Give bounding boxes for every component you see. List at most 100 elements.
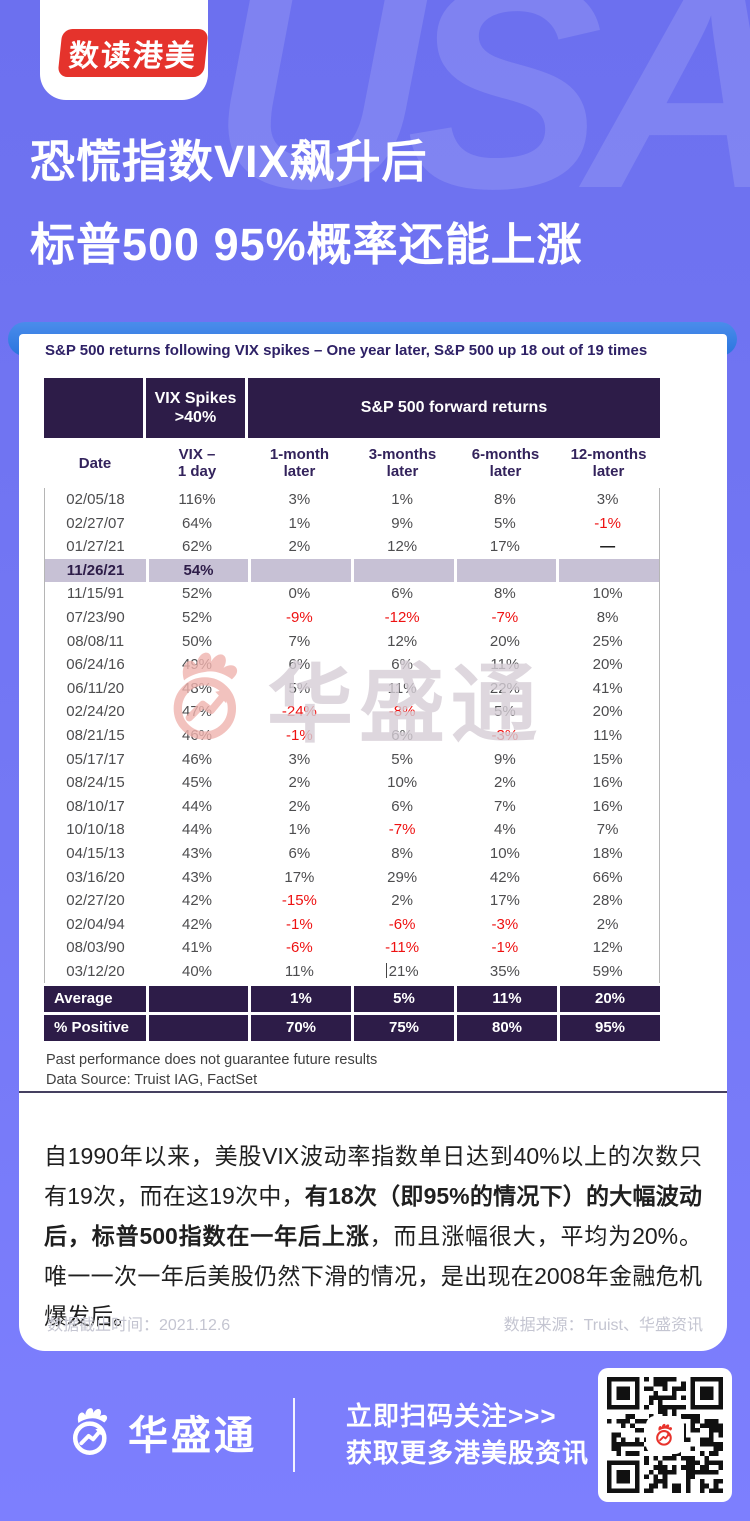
date-cell: 06/24/16 — [66, 656, 125, 674]
value-cell: 6% — [391, 656, 413, 674]
value-cell: 8% — [494, 491, 516, 508]
value-cell: 7% — [288, 632, 311, 650]
value-cell: 5% — [391, 750, 413, 768]
value-cell: 9% — [494, 750, 516, 768]
table-row: 10/10/18 44% 1% -7% 4% 7% — [45, 818, 659, 842]
analysis-text-bold: 有18次（即95%的情况下）的大幅波动后，标普500指数在一年后上涨 — [44, 1183, 702, 1249]
summary-label: % Positive — [54, 1019, 130, 1037]
value-cell: 44% — [181, 821, 213, 839]
value-cell: 2% — [596, 915, 619, 933]
data-source-label: 数据来源：Truist、华盛资讯 — [503, 1317, 703, 1334]
flame-qr-icon — [652, 1422, 678, 1448]
date-cell: 02/05/18 — [66, 491, 125, 508]
date-cell: 11/15/91 — [66, 585, 125, 603]
footer: 华盛通 立即扫码关注>>> 获取更多港美股资讯 — [0, 1351, 750, 1521]
value-cell: -3% — [491, 915, 519, 933]
value-cell: 12% — [387, 538, 418, 556]
analysis-text-tail: ，而且涨幅很大，平均为20%。唯一一次一年后美股仍然下滑的情况，是出现在2008… — [44, 1223, 703, 1329]
chart-title: S&P 500 returns following VIX spikes – O… — [45, 342, 648, 359]
value-cell: 8% — [494, 585, 516, 603]
value-cell: 43% — [181, 844, 213, 862]
qr-pattern — [607, 1377, 723, 1493]
summary-value: 5% — [351, 986, 454, 1013]
value-cell: 35% — [489, 962, 520, 980]
table-row: 05/17/17 46% 3% 5% 9% 15% — [45, 748, 659, 772]
data-cutoff-label: 数据截止时间：2021.12.6 — [47, 1317, 231, 1334]
value-cell: 41% — [181, 939, 213, 957]
summary-value: 75% — [351, 1015, 454, 1042]
value-cell: -15% — [281, 892, 317, 910]
value-cell: -8% — [388, 703, 416, 721]
date-cell: 08/10/17 — [66, 797, 125, 815]
value-cell: 22% — [489, 679, 520, 697]
value-cell: 2% — [391, 892, 413, 910]
date-cell: 01/27/21 — [66, 538, 125, 556]
value-cell: 42% — [181, 915, 213, 933]
date-cell: 02/27/20 — [66, 892, 125, 910]
date-cell: 08/24/15 — [66, 774, 125, 792]
value-cell: 64% — [181, 514, 213, 532]
value-cell: 2% — [494, 774, 516, 792]
value-cell: 5% — [288, 679, 311, 697]
value-cell: 1% — [391, 491, 413, 508]
footer-brand: 华盛通 — [64, 1403, 257, 1461]
date-cell: 03/16/20 — [66, 868, 125, 886]
table-row: 08/21/15 46% -1% 6% -3% 11% — [45, 724, 659, 748]
table-row: 04/15/13 43% 6% 8% 10% 18% — [45, 842, 659, 866]
value-cell: 9% — [391, 514, 413, 532]
value-cell: 52% — [181, 608, 213, 626]
value-cell: 46% — [181, 750, 213, 768]
summary-label: Average — [54, 990, 113, 1008]
value-cell: 4% — [494, 821, 516, 839]
table-row: 02/05/18 116% 3% 1% 8% 3% — [45, 488, 659, 512]
value-cell: -9% — [286, 608, 313, 626]
date-cell: 06/11/20 — [66, 679, 125, 697]
value-cell: 6% — [288, 656, 311, 674]
date-cell: 08/21/15 — [66, 726, 125, 744]
column-header: 12-months later — [570, 446, 647, 480]
value-cell: 8% — [596, 608, 619, 626]
value-cell: 40% — [181, 962, 213, 980]
date-cell: 03/12/20 — [66, 962, 125, 980]
content-card: S&P 500 returns following VIX spikes – O… — [19, 334, 727, 1351]
value-cell: 0% — [288, 585, 311, 603]
value-cell — [350, 558, 454, 583]
value-cell: 11% — [284, 962, 314, 980]
value-cell: 47% — [181, 703, 213, 721]
meta-row: 数据截止时间：2021.12.6 数据来源：Truist、华盛资讯 — [47, 1311, 703, 1335]
value-cell: 16% — [592, 774, 623, 792]
table-row: 01/27/21 62% 2% 12% 17% — — [45, 535, 659, 559]
value-cell — [556, 558, 659, 583]
value-cell: 2% — [288, 797, 311, 815]
value-cell: 44% — [181, 797, 213, 815]
value-cell: 6% — [391, 797, 413, 815]
date-cell: 02/04/94 — [66, 915, 125, 933]
value-cell: 46% — [181, 726, 213, 744]
value-cell: -7% — [491, 608, 519, 626]
summary-value — [146, 1015, 248, 1042]
flame-brand-icon — [64, 1404, 120, 1460]
data-source-text: Data Source: Truist IAG, FactSet — [46, 1072, 258, 1088]
table-row: 11/15/91 52% 0% 6% 8% 10% — [45, 582, 659, 606]
date-cell: 08/08/11 — [66, 632, 125, 650]
value-cell — [248, 558, 351, 583]
value-cell: — — [600, 538, 616, 556]
summary-value: 80% — [454, 1015, 557, 1042]
value-cell: 6% — [288, 844, 311, 862]
value-cell: 17% — [284, 868, 315, 886]
summary-value: 1% — [248, 986, 351, 1013]
value-cell: 3% — [288, 750, 311, 768]
date-cell: 08/03/90 — [66, 939, 125, 957]
brand-badge: 数读港美 — [57, 29, 209, 77]
value-cell: -6% — [388, 915, 416, 933]
table-row: 08/03/90 41% -6% -11% -1% 12% — [45, 936, 659, 960]
disclaimer-text: Past performance does not guarantee futu… — [46, 1052, 378, 1068]
value-cell: 17% — [489, 538, 520, 556]
vix-table-body: 02/05/18 116% 3% 1% 8% 3% 02/27/07 64% 1% 9% 5% -1%… — [44, 488, 660, 984]
summary-row: Average 1% 5% 11% 20% — [44, 986, 660, 1013]
value-cell: -1% — [491, 939, 519, 957]
brand-badge-label: 数读港美 — [67, 40, 198, 73]
table-row: 08/08/11 50% 7% 12% 20% 25% — [45, 630, 659, 654]
band-vix-spikes-header: VIX Spikes >40% — [146, 378, 248, 438]
footer-divider — [293, 1398, 295, 1472]
